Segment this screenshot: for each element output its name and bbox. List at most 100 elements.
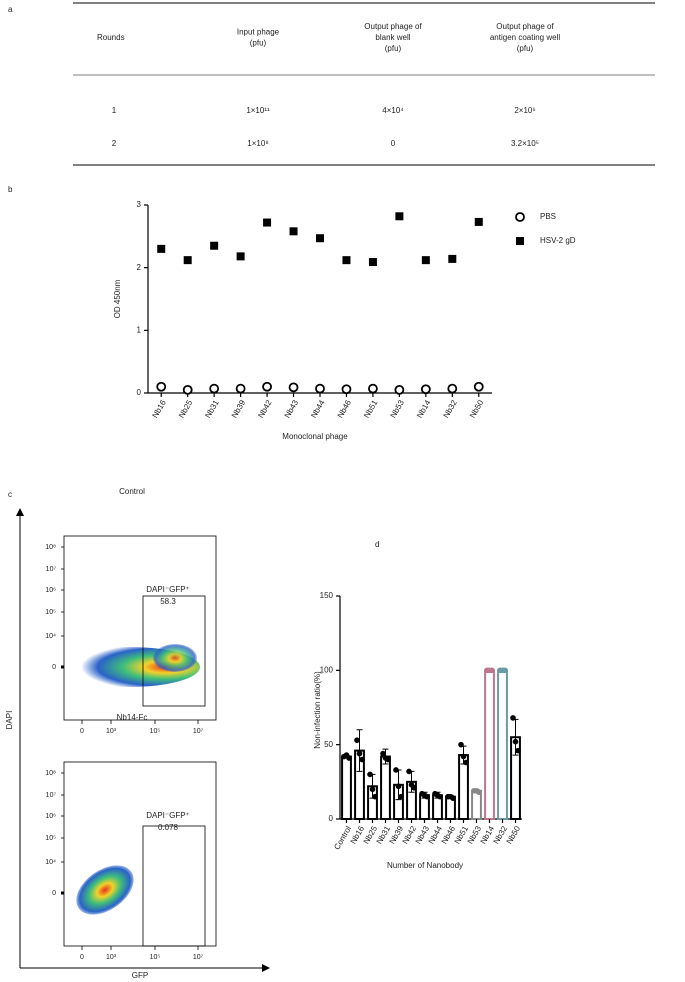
- marker: [368, 383, 378, 394]
- x-tick-label: Nb53: [389, 398, 407, 420]
- table-header: blank well: [375, 33, 410, 42]
- data-point: [393, 767, 399, 773]
- data-point: [372, 793, 378, 800]
- table-cell: 1: [112, 106, 117, 115]
- marker: [235, 383, 246, 394]
- panel-label: a: [8, 5, 13, 14]
- x-tick-label: Nb32: [442, 398, 460, 420]
- flow-y-tick-label: 0: [52, 664, 56, 671]
- error-bar: [356, 729, 363, 772]
- legend-label: HSV-2 gD: [540, 236, 576, 245]
- x-tick-label: Nb46: [336, 398, 354, 420]
- data-point: [510, 715, 516, 721]
- flow-y-tick-label: 10⁶: [45, 587, 56, 594]
- table-header: Output phage of: [364, 22, 422, 31]
- marker: [209, 383, 220, 394]
- marker: [263, 218, 272, 227]
- x-tick-label: Nb50: [505, 824, 523, 846]
- flow-x-tick-label: 10⁵: [150, 954, 161, 961]
- flow-title: Control: [119, 487, 145, 496]
- flow-y-tick-label: 10⁴: [45, 859, 56, 866]
- data-point: [356, 750, 363, 757]
- legend-marker: [516, 237, 524, 245]
- flow-y-tick-label: 10⁸: [45, 544, 56, 551]
- data-point: [385, 756, 391, 763]
- flow-y-tick-label: 10⁵: [45, 835, 56, 842]
- marker: [157, 244, 166, 253]
- table-cell: 2×10⁶: [514, 106, 535, 115]
- data-point: [369, 786, 376, 793]
- y-tick-label: 50: [324, 740, 333, 749]
- data-point: [489, 667, 495, 674]
- table-header: Output phage of: [496, 22, 554, 31]
- table-cell: 1×10⁸: [247, 139, 268, 148]
- marker: [262, 381, 272, 392]
- y-axis-label: OD 450nm: [113, 279, 122, 318]
- flow-y-tick-label: 10⁷: [46, 566, 57, 573]
- flow-density: [76, 865, 134, 915]
- data-point: [354, 737, 360, 744]
- legend-marker: [515, 212, 525, 222]
- data-point: [367, 771, 373, 778]
- data-point: [380, 750, 386, 757]
- gate-value: 0.078: [158, 823, 179, 832]
- marker: [182, 384, 193, 395]
- marker: [394, 384, 405, 395]
- data-point: [463, 759, 469, 766]
- table-cell: 0: [391, 139, 396, 148]
- table-header: antigen coating well: [490, 33, 560, 42]
- panel-label: c: [8, 490, 12, 499]
- x-tick-label: Nb16: [150, 398, 168, 420]
- flow-gate: [142, 825, 206, 947]
- x-axis-label: Number of Nanobody: [387, 861, 463, 870]
- marker: [288, 382, 299, 393]
- flow-x-tick-label: 10³: [106, 954, 117, 961]
- bar: [484, 669, 495, 820]
- bar: [380, 755, 391, 820]
- flow-plot-frame: [63, 761, 217, 947]
- panel-label: b: [8, 185, 13, 194]
- data-point: [502, 667, 508, 674]
- x-tick-label: Nb25: [177, 398, 195, 420]
- x-tick-label: Nb14: [415, 398, 433, 420]
- y-tick-label: 2: [137, 263, 142, 272]
- data-point: [515, 747, 521, 754]
- data-point: [512, 738, 519, 745]
- gate-value: 58.3: [160, 597, 176, 606]
- x-tick-label: Nb51: [362, 398, 380, 420]
- bar: [341, 755, 352, 820]
- marker: [156, 381, 167, 392]
- flow-x-tick-label: 10⁷: [193, 954, 204, 961]
- data-point: [406, 768, 412, 775]
- marker: [236, 252, 245, 261]
- marker: [448, 254, 457, 263]
- data-point: [398, 793, 404, 800]
- table-cell: 2: [112, 139, 117, 148]
- table-cell: 3.2×10⁵: [511, 139, 539, 148]
- marker: [289, 227, 298, 236]
- table-cell: 1×10¹¹: [246, 106, 270, 115]
- data-point: [460, 753, 467, 760]
- data-point: [458, 741, 464, 748]
- y-tick-label: 150: [320, 591, 334, 600]
- marker: [183, 256, 192, 265]
- data-point: [395, 783, 402, 790]
- flow-y-tick-label: 0: [52, 890, 56, 897]
- panel-label: d: [375, 540, 379, 549]
- gate-label: DAPI⁻GFP⁺: [146, 811, 190, 820]
- bar: [471, 789, 482, 821]
- y-tick-label: 0: [329, 814, 334, 823]
- table-header: (pfu): [250, 39, 267, 48]
- data-point: [437, 793, 443, 800]
- marker: [210, 241, 219, 250]
- x-axis-label: Monoclonal phage: [282, 432, 348, 441]
- data-point: [450, 795, 456, 801]
- data-point: [476, 789, 482, 796]
- x-tick-label: Nb50: [468, 398, 486, 420]
- x-tick-label: Nb42: [256, 398, 274, 420]
- legend-label: PBS: [540, 212, 556, 221]
- flow-title: Nb14-Fc: [117, 713, 148, 722]
- flow-y-tick-label: 10⁷: [46, 792, 57, 799]
- x-tick-label: Nb44: [309, 398, 327, 420]
